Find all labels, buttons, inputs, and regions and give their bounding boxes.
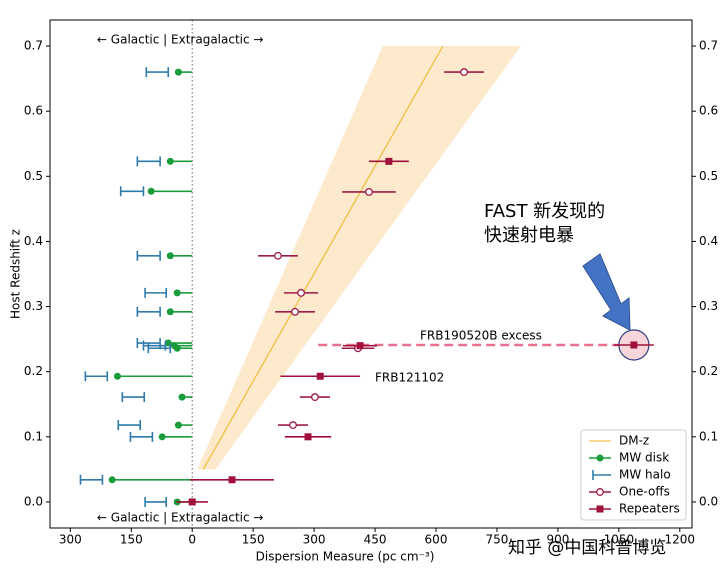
- disk-point: [166, 308, 174, 316]
- halo-bar: [84, 371, 109, 382]
- disk-point: [113, 372, 121, 380]
- y-tick-label: 0.1: [24, 429, 43, 443]
- x-tick-label: 300: [59, 533, 82, 547]
- halo-bar: [136, 306, 161, 317]
- legend-box: [580, 429, 687, 521]
- y-tick-label-right: 0.0: [699, 494, 718, 508]
- halo-bar: [129, 431, 154, 442]
- y-tick-label: 0.4: [24, 234, 43, 248]
- region-label: ← Galactic | Extragalactic →: [97, 33, 264, 47]
- y-tick-label-right: 0.4: [699, 234, 718, 248]
- y-axis-label: Host Redshift z: [9, 229, 23, 319]
- halo-bar: [142, 340, 167, 351]
- arrow: [582, 253, 631, 331]
- halo-bar: [136, 250, 161, 261]
- one-off-point: [310, 393, 319, 402]
- disk-point: [166, 252, 174, 260]
- disk-point: [174, 421, 182, 429]
- legend-label: Repeaters: [619, 502, 680, 516]
- region-label: ← Galactic | Extragalactic →: [97, 511, 264, 525]
- y-tick-label-right: 0.5: [699, 169, 718, 183]
- repeater-point: [304, 433, 312, 441]
- repeater-point: [385, 157, 393, 165]
- halo-bar: [147, 343, 172, 354]
- halo-bar: [145, 67, 170, 78]
- watermark: 知乎 @中国科普博览: [508, 538, 666, 558]
- y-tick-label: 0.2: [24, 364, 43, 378]
- halo-bar: [144, 496, 168, 507]
- repeater-point: [228, 476, 236, 484]
- disk-point: [173, 289, 181, 297]
- disk-point: [147, 187, 155, 195]
- plot-frame: [49, 19, 693, 529]
- y-tick-label: 0.3: [24, 299, 43, 313]
- one-off-point: [365, 187, 373, 196]
- legend-swatch: [596, 454, 604, 462]
- disk-point: [174, 68, 182, 76]
- halo-bar: [121, 392, 146, 403]
- x-tick-label: 150: [242, 533, 265, 547]
- legend-label: MW disk: [619, 451, 669, 465]
- repeater-point: [188, 498, 196, 506]
- fast-label: FAST 新发现的: [484, 201, 605, 222]
- y-tick-label-right: 0.1: [699, 429, 718, 443]
- halo-bar: [79, 474, 104, 485]
- y-tick-label-right: 0.2: [699, 364, 718, 378]
- repeater-point: [356, 342, 364, 350]
- halo-bar: [136, 156, 161, 167]
- one-off-point: [274, 251, 282, 260]
- disk-point: [173, 344, 181, 352]
- dmz-line: [202, 45, 444, 470]
- y-tick-label: 0.0: [24, 494, 43, 508]
- repeater-point: [316, 372, 324, 380]
- x-tick-label: 150: [120, 533, 143, 547]
- x-axis-label: Dispersion Measure (pc cm⁻³): [256, 550, 435, 564]
- halo-bar: [117, 420, 142, 431]
- one-off-point: [297, 288, 306, 297]
- disk-point: [158, 433, 166, 441]
- y-tick-label-right: 0.3: [699, 299, 718, 313]
- x-tick-label: 750: [486, 533, 509, 547]
- x-tick-label: 0: [188, 533, 196, 547]
- legend-swatch: [592, 470, 611, 480]
- legend-swatch: [596, 488, 604, 496]
- disk-point: [178, 393, 186, 401]
- x-tick-label: 450: [364, 533, 387, 547]
- one-off-point: [289, 421, 297, 430]
- halo-bar: [119, 186, 145, 197]
- dmz-band: [197, 46, 521, 470]
- y-tick-label-right: 0.6: [699, 104, 718, 118]
- y-tick-label: 0.6: [24, 104, 43, 118]
- x-tick-label: 300: [303, 533, 326, 547]
- y-tick-label: 0.5: [24, 169, 43, 183]
- legend-label: MW halo: [619, 468, 671, 482]
- legend-swatch: [596, 505, 604, 513]
- disk-point: [166, 157, 174, 165]
- y-tick-label-right: 0.7: [699, 39, 718, 53]
- one-off-point: [460, 68, 468, 77]
- disk-point: [108, 476, 116, 484]
- x-tick-label: 1050: [604, 533, 635, 547]
- repeater-point: [630, 341, 638, 349]
- x-tick-label: 600: [425, 533, 448, 547]
- one-off-point: [291, 307, 299, 316]
- y-tick-label: 0.7: [24, 39, 43, 53]
- legend-label: DM-z: [619, 434, 649, 448]
- frb121102-label: FRB121102: [375, 371, 444, 385]
- legend-label: One-offs: [619, 485, 670, 499]
- halo-bar: [144, 287, 168, 298]
- excess-label: FRB190520B excess: [420, 329, 542, 343]
- x-tick-label: 1200: [665, 533, 696, 547]
- fast-label: 快速射电暴: [484, 225, 574, 246]
- x-tick-label: 900: [546, 533, 569, 547]
